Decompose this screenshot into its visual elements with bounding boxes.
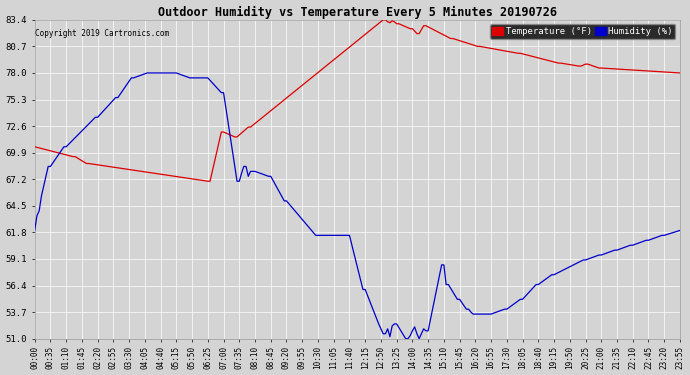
Text: Copyright 2019 Cartronics.com: Copyright 2019 Cartronics.com [35,29,170,38]
Legend: Temperature (°F), Humidity (%): Temperature (°F), Humidity (%) [490,24,676,39]
Title: Outdoor Humidity vs Temperature Every 5 Minutes 20190726: Outdoor Humidity vs Temperature Every 5 … [158,6,557,19]
